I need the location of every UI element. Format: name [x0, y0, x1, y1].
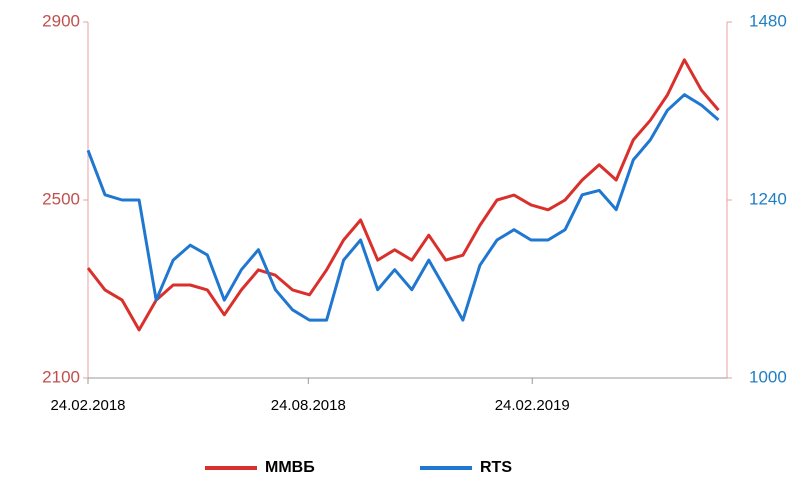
x-tick-label: 24.08.2018 [271, 397, 346, 414]
legend-label: RTS [480, 459, 512, 476]
x-tick-label: 24.02.2019 [495, 397, 570, 414]
legend-label: ММВБ [265, 459, 315, 476]
x-tick-label: 24.02.2018 [50, 397, 125, 414]
y-tick-label: 2900 [42, 11, 80, 30]
series-line [86, 93, 720, 322]
y-tick-label: 2500 [42, 189, 80, 208]
y2-tick-label: 1240 [749, 189, 787, 208]
y2-tick-label: 1480 [749, 11, 787, 30]
y2-tick-label: 1000 [749, 367, 787, 386]
y-tick-label: 2100 [42, 367, 80, 386]
series-line [86, 58, 720, 332]
